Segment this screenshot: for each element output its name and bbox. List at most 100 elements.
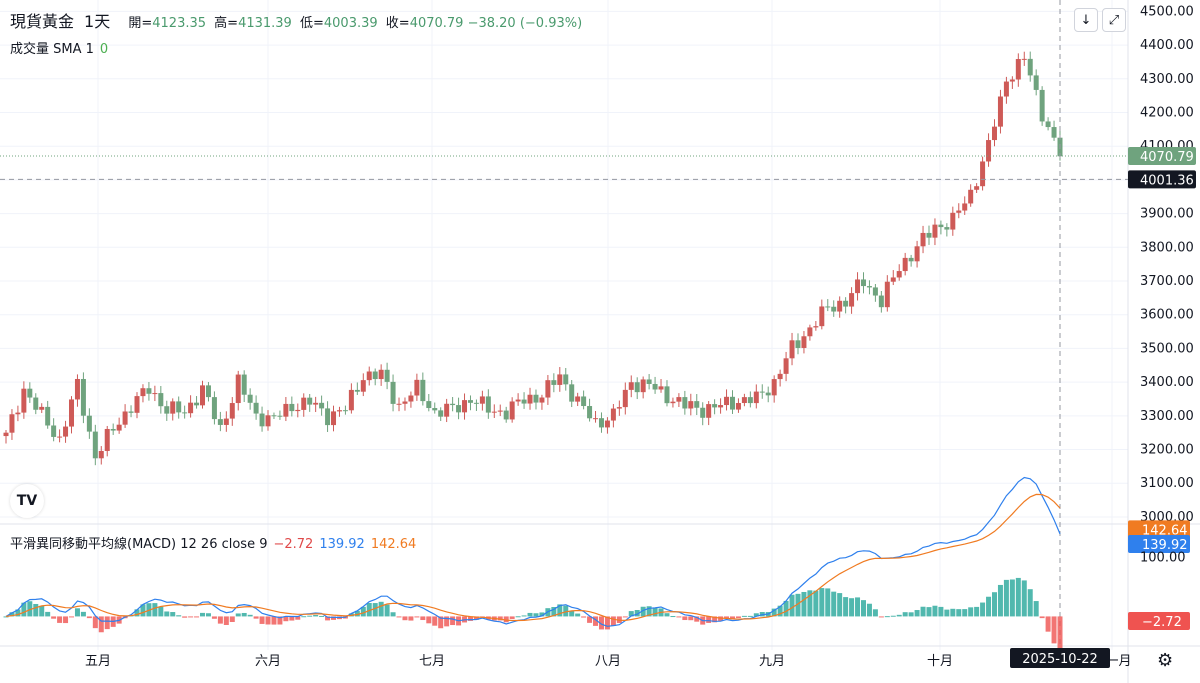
macd-hist-bar	[372, 603, 378, 617]
candle-body	[146, 388, 152, 394]
candle	[241, 370, 247, 402]
candle	[384, 362, 390, 390]
candle	[1045, 117, 1051, 131]
fullscreen-button[interactable]: ⤢	[1102, 8, 1126, 32]
candle-body	[479, 396, 485, 404]
macd-hist-bar	[866, 603, 872, 617]
candle-body	[271, 415, 277, 417]
candle	[938, 220, 944, 235]
candle-body	[51, 425, 57, 437]
macd-hist-bar	[914, 610, 920, 617]
candle	[420, 372, 426, 406]
candle	[128, 405, 134, 418]
macd-hist-bar	[991, 592, 997, 617]
candle-body	[432, 408, 438, 411]
tradingview-logo[interactable]: TV	[10, 484, 44, 518]
candle-body	[497, 410, 503, 412]
download-button[interactable]: ↓	[1074, 8, 1098, 32]
macd-hist-bar	[33, 603, 39, 617]
candle-body	[557, 374, 563, 385]
candle	[694, 394, 700, 416]
macd-hist-bar	[325, 616, 331, 621]
macd-hist-bar	[1003, 579, 1009, 617]
crosshair-date-label: 2025-10-22	[1022, 652, 1098, 667]
y-tick-label: 3600.00	[1140, 308, 1194, 323]
candle	[950, 206, 956, 236]
candle	[146, 382, 152, 401]
candle	[456, 397, 462, 420]
candle-body	[747, 397, 753, 404]
candle	[628, 375, 634, 398]
macd-hist-bar	[229, 616, 235, 622]
candle-body	[551, 380, 557, 385]
candle-body	[33, 397, 39, 410]
macd-hist-bar	[694, 616, 700, 622]
candle-body	[527, 394, 533, 404]
candle-body	[974, 186, 980, 190]
candle-body	[884, 281, 890, 308]
candle-body	[926, 232, 932, 238]
candle	[855, 272, 861, 301]
settings-button[interactable]: ⚙	[1157, 650, 1173, 671]
candle-body	[950, 212, 956, 230]
candle	[467, 395, 473, 411]
candle	[134, 392, 140, 419]
macd-hist-bar	[855, 597, 861, 617]
macd-hist-bar	[1027, 589, 1033, 617]
macd-hist-bar	[57, 616, 63, 623]
candle-body	[503, 410, 509, 420]
candle	[51, 418, 57, 442]
interval-label[interactable]: 1天	[84, 12, 111, 31]
candle-body	[890, 277, 896, 282]
candle	[664, 380, 670, 407]
candle-body	[813, 326, 819, 328]
candle	[759, 384, 765, 399]
candle	[575, 392, 581, 407]
macd-hist-bar	[527, 612, 533, 617]
y-tick-label: 3400.00	[1140, 375, 1194, 390]
x-axis-labels: 五月 六月 七月 八月 九月 十月 十一月	[85, 654, 1132, 669]
y-tick-label: 3300.00	[1140, 409, 1194, 424]
macd-hist-bar	[408, 616, 414, 621]
candle-body	[69, 399, 75, 427]
macd-hist-bar	[182, 616, 188, 618]
candle-body	[104, 428, 110, 451]
candle	[223, 411, 229, 432]
macd-hist-bar	[926, 607, 932, 617]
macd-hist-bar	[843, 597, 849, 617]
macd-hist-bar	[872, 609, 878, 617]
candle	[682, 390, 688, 415]
macd-hist-bar	[253, 616, 259, 619]
candle-body	[74, 378, 80, 400]
macd-hist-bar	[890, 615, 896, 617]
macd-header[interactable]: 平滑異同移動平均線(MACD) 12 26 close 9 −2.72 139.92…	[10, 533, 416, 552]
candle	[301, 393, 307, 417]
candle	[741, 393, 747, 407]
candle	[587, 398, 593, 422]
candle	[497, 404, 503, 417]
candle-body	[116, 424, 122, 431]
candle	[569, 379, 575, 408]
open-value: 4123.35	[152, 16, 207, 31]
macd-hist-bar	[92, 616, 98, 629]
macd-hist-bar	[396, 616, 402, 618]
candle	[80, 372, 86, 424]
candle	[640, 376, 646, 399]
macd-hist-bar	[235, 613, 241, 617]
candle-body	[414, 379, 420, 396]
macd-hist-bar	[473, 616, 479, 620]
candle-body	[98, 450, 104, 459]
candle	[27, 382, 33, 403]
macd-hist-bar	[39, 605, 45, 617]
macd-hist-bar	[563, 605, 569, 617]
candle	[860, 272, 866, 294]
symbol-name[interactable]: 現貨黃金	[10, 12, 75, 31]
candle-body	[57, 436, 63, 438]
candle	[479, 390, 485, 411]
candle-body	[593, 418, 599, 420]
crosshair-date-bg	[1010, 648, 1110, 668]
candle	[581, 390, 587, 410]
volume-indicator[interactable]: 成交量 SMA 1 0	[10, 38, 108, 57]
macd-hist-bar	[301, 616, 307, 618]
